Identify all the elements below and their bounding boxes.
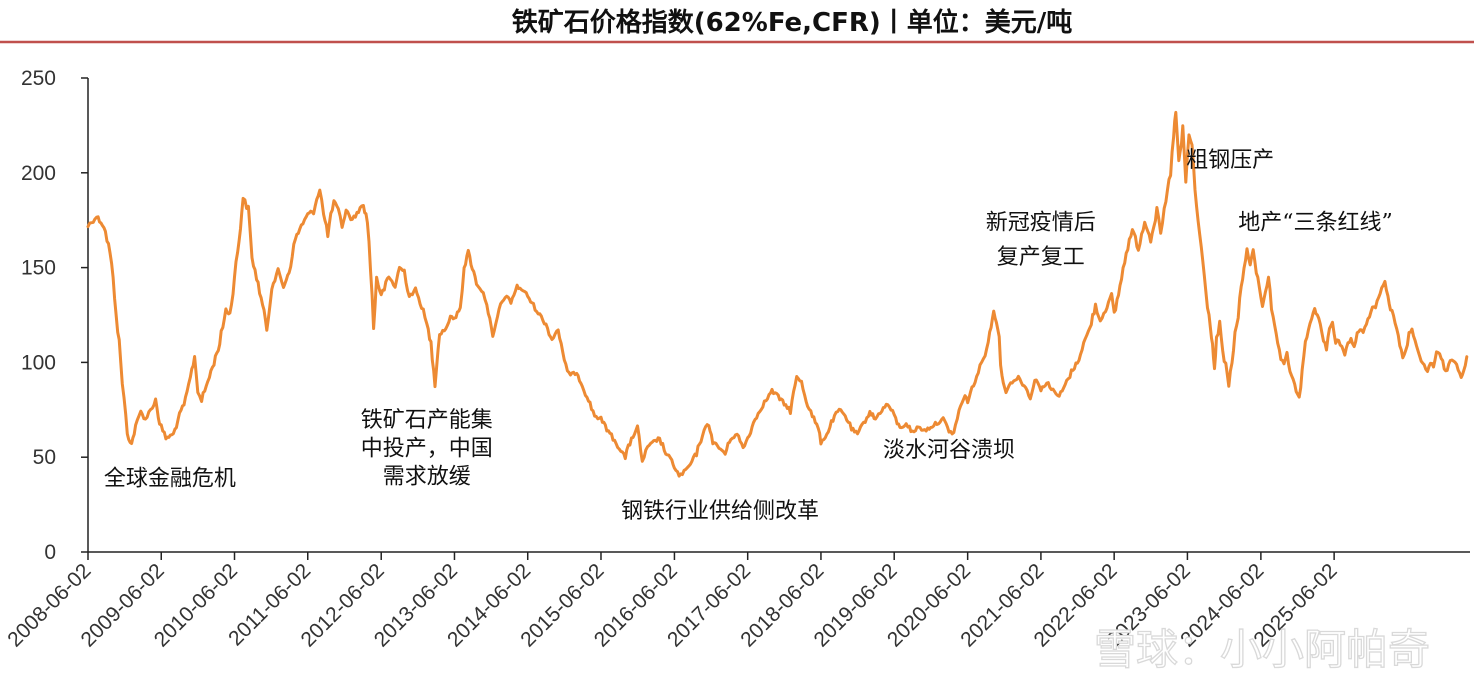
annotation-label: 新冠疫情后 bbox=[986, 211, 1096, 236]
annotation-label: 钢铁行业供给侧改革 bbox=[621, 499, 819, 524]
y-tick-label: 200 bbox=[21, 162, 56, 185]
y-tick-label: 150 bbox=[21, 257, 56, 280]
annotation-label: 需求放缓 bbox=[383, 465, 471, 490]
annotation-label: 中投产，中国 bbox=[361, 436, 493, 461]
annotation-label: 粗钢压产 bbox=[1186, 148, 1274, 173]
y-tick-label: 250 bbox=[21, 67, 56, 90]
y-tick-label: 100 bbox=[21, 351, 56, 374]
y-tick-label: 50 bbox=[33, 446, 56, 469]
annotation-label: 地产“三条红线” bbox=[1238, 211, 1393, 236]
annotation-label: 淡水河谷溃坝 bbox=[883, 438, 1015, 463]
chart-title: 铁矿石价格指数(62%Fe,CFR)丨单位：美元/吨 bbox=[512, 7, 1073, 38]
y-axis: 0 50 100 150 200 250 bbox=[21, 67, 89, 564]
annotation-label: 复产复工 bbox=[997, 245, 1085, 270]
y-tick-label: 0 bbox=[44, 541, 56, 564]
price-series-line bbox=[86, 110, 1469, 478]
annotation-label: 全球金融危机 bbox=[104, 467, 236, 492]
annotation-label: 铁矿石产能集 bbox=[361, 408, 493, 433]
watermark-text: 雪球：小小阿帕奇 bbox=[1094, 625, 1430, 674]
series-group bbox=[86, 110, 1469, 478]
